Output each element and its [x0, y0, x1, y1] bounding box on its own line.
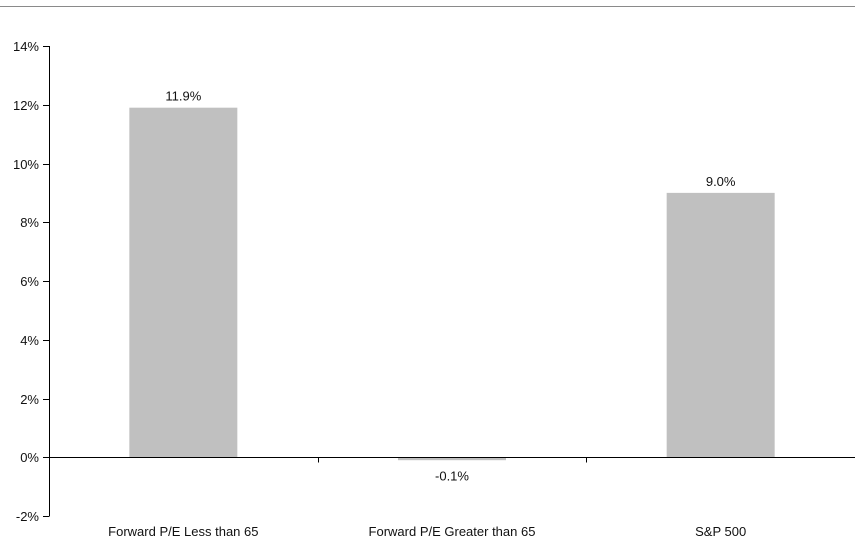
bar [129, 107, 238, 458]
data-label: -0.1% [435, 468, 469, 483]
y-tick-label: 0% [20, 450, 39, 465]
bars: 11.9% -0.1% 9.0% [129, 89, 775, 483]
data-label: 11.9% [165, 89, 201, 104]
category-label: Forward P/E Less than 65 [108, 524, 258, 539]
y-tick-label: 6% [20, 274, 39, 289]
category-label: S&P 500 [695, 524, 746, 539]
y-tick-label: 4% [20, 333, 39, 348]
y-tick-label: 10% [13, 157, 39, 172]
bar [666, 192, 775, 458]
y-tick-label: 14% [13, 39, 39, 54]
data-label: 9.0% [706, 174, 736, 189]
y-axis: -2% 0% 2% 4% 6% 8% 10% 12% 14% [13, 39, 50, 524]
y-tick-label: 2% [20, 392, 39, 407]
y-tick-label: -2% [16, 509, 40, 524]
y-tick-label: 8% [20, 215, 39, 230]
y-tick-label: 12% [13, 98, 39, 113]
category-label: Forward P/E Greater than 65 [369, 524, 536, 539]
bar [398, 457, 506, 461]
x-axis: Forward P/E Less than 65 Forward P/E Grea… [49, 457, 855, 539]
